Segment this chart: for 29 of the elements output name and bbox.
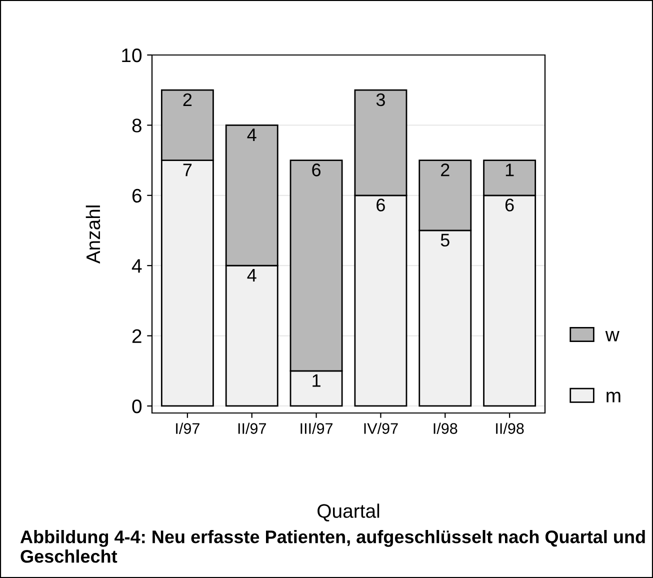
data-label: 4 xyxy=(247,128,256,142)
data-label: 5 xyxy=(440,234,450,247)
x-tick-label: I/98 xyxy=(434,422,458,434)
x-axis-title: Quartal xyxy=(318,504,380,522)
x-tick-label: III/97 xyxy=(300,422,333,434)
data-label: 6 xyxy=(376,198,385,212)
data-label: 4 xyxy=(247,269,256,282)
y-tick-label: 4 xyxy=(132,259,142,273)
legend-label: w xyxy=(605,331,620,342)
y-tick-label: 8 xyxy=(132,118,142,132)
data-label: 6 xyxy=(312,164,321,176)
legend-label: m xyxy=(606,392,620,402)
data-label: 2 xyxy=(183,93,192,106)
y-axis-title: Anzahl xyxy=(86,206,100,264)
data-label: 3 xyxy=(376,93,385,106)
x-tick-label: I/97 xyxy=(176,422,200,434)
text: Abbildung 4-4: Neu erfasste Patienten, aufgeschlüsselt nach Quartal und Geschlecht xyxy=(20,530,645,563)
data-label: 2 xyxy=(441,164,450,176)
y-tick-label: 6 xyxy=(132,188,142,203)
y-tick-label: 10 xyxy=(122,48,142,62)
data-label: 1 xyxy=(506,164,514,176)
x-tick-label: II/97 xyxy=(238,422,266,434)
y-tick-label: 2 xyxy=(132,329,142,343)
y-tick-label: 0 xyxy=(132,399,142,414)
x-tick-label: IV/97 xyxy=(364,422,398,434)
data-label: 1 xyxy=(312,374,320,387)
data-label: 6 xyxy=(505,198,514,212)
data-label: 7 xyxy=(183,164,192,176)
x-tick-label: II/98 xyxy=(496,422,524,434)
